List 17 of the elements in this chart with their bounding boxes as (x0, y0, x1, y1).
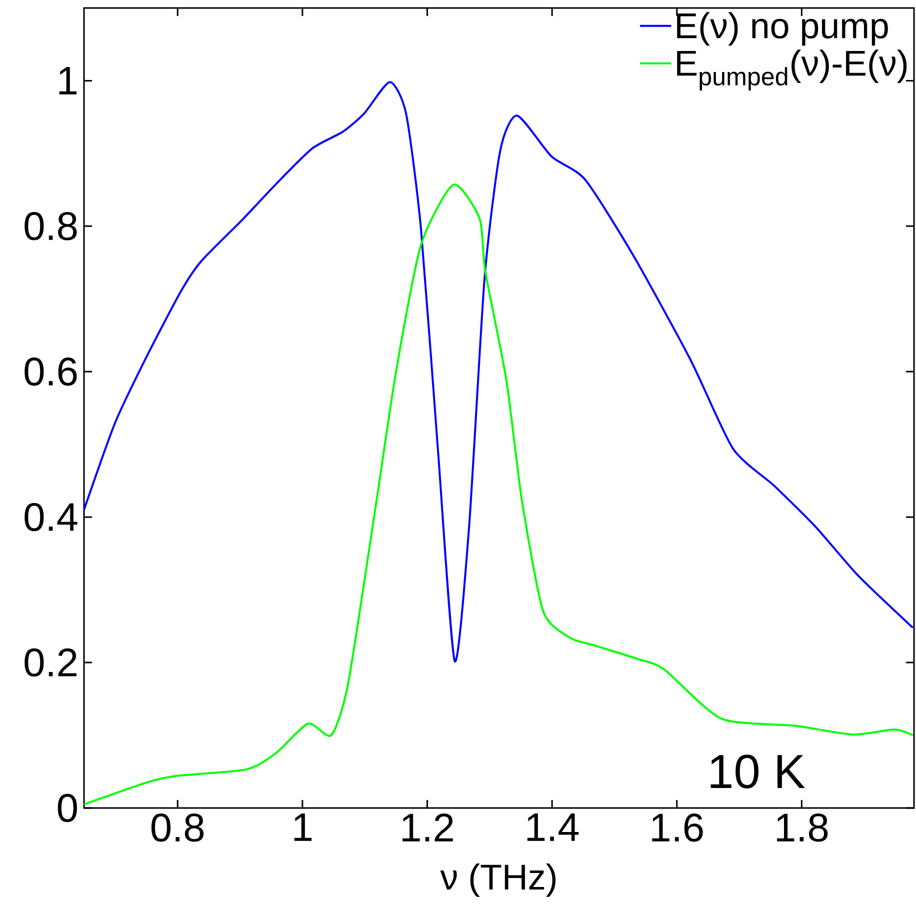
x-axis-title: ν (THz) (440, 864, 556, 897)
x-tick-label: 1.6 (652, 814, 703, 842)
y-tick-label: 1 (59, 67, 77, 94)
y-tick-label: 0.2 (24, 648, 76, 677)
x-tick-label: 0.8 (151, 814, 204, 842)
y-tick-label: 0.4 (24, 502, 78, 532)
x-tick-label: 1.8 (777, 814, 828, 842)
x-tick-label: 1 (294, 814, 312, 841)
annotation: 10 K (710, 754, 805, 788)
x-tick-label: 1.2 (402, 814, 453, 842)
y-tick-label: 0.6 (24, 358, 77, 386)
line-series (84, 184, 914, 806)
y-tick-label: 0.8 (24, 212, 77, 240)
legend-label: E$_{pumped}$(ν)-E(ν) (677, 50, 907, 90)
y-tick-label: 0 (58, 794, 77, 822)
text: E(ν) no pump (677, 12, 888, 46)
x-tick-label: 1.4 (527, 814, 579, 841)
